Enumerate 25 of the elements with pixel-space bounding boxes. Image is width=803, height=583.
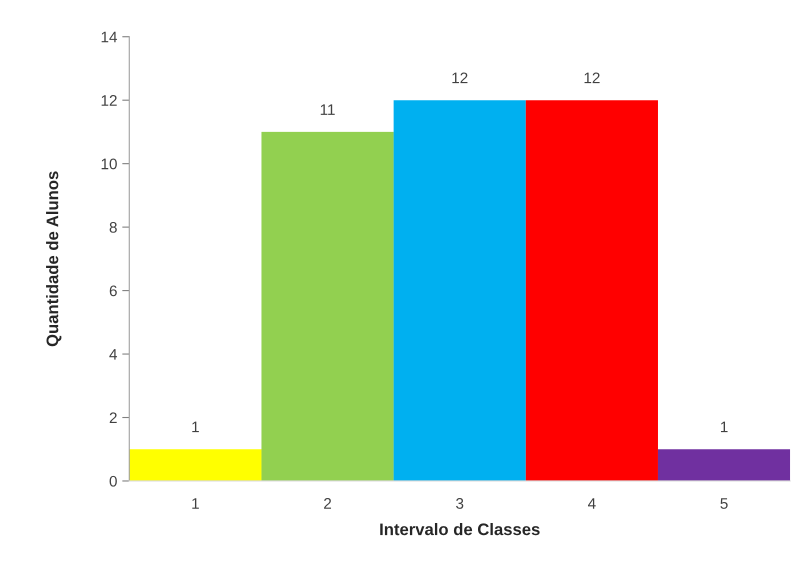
- data-label: 1: [192, 422, 199, 432]
- bar: [394, 100, 526, 481]
- data-label: 12: [452, 72, 468, 84]
- bar: [261, 132, 394, 481]
- bar: [526, 100, 658, 481]
- y-tick-label: 2: [110, 412, 117, 424]
- y-tick-label: 14: [102, 32, 118, 42]
- x-tick-label: 3: [456, 498, 464, 509]
- x-tick-label: 1: [192, 498, 199, 509]
- y-tick-label: 12: [102, 95, 117, 106]
- y-tick-label: 10: [102, 158, 117, 170]
- y-tick-label: 8: [110, 222, 117, 233]
- bar: [658, 449, 790, 481]
- data-label: 11: [320, 104, 335, 115]
- data-label: 1: [720, 422, 728, 432]
- y-axis-title: Quantidade de Alunos: [46, 171, 62, 346]
- x-tick-label: 5: [720, 498, 728, 509]
- y-tick-label: 4: [109, 349, 118, 360]
- x-tick-label: 4: [588, 498, 596, 509]
- x-axis-title: Intervalo de Classes: [380, 522, 540, 536]
- data-label: 12: [584, 72, 600, 84]
- y-tick-label: 0: [110, 476, 117, 487]
- y-tick-label: 6: [110, 285, 117, 296]
- bar: [129, 449, 262, 481]
- x-tick-label: 2: [324, 498, 332, 509]
